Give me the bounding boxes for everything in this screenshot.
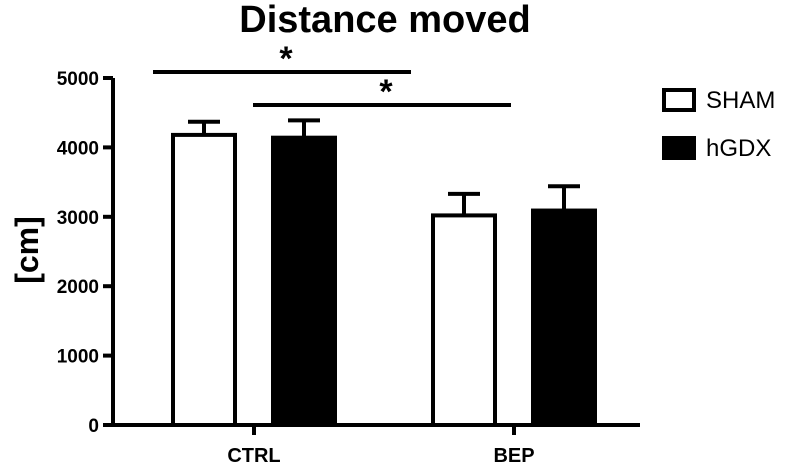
legend: SHAM hGDX [662, 87, 775, 162]
y-tick-label: 0 [88, 416, 99, 437]
x-tick-label: CTRL [227, 445, 280, 463]
significance-brackets: ** [153, 40, 511, 111]
bar-sham-bep [431, 213, 497, 427]
y-tick-label: 2000 [57, 277, 99, 298]
chart-title: Distance moved [239, 0, 530, 41]
legend-label-hgdx: hGDX [706, 135, 771, 162]
y-tick-label: 4000 [57, 138, 99, 159]
bar-hgdx-bep [531, 208, 597, 427]
y-tick-label: 3000 [57, 208, 99, 229]
bar-hgdx-ctrl [271, 135, 337, 428]
legend-swatch-hgdx [662, 136, 696, 160]
y-axis-label: [cm] [9, 216, 45, 284]
legend-label-sham: SHAM [706, 87, 775, 114]
x-tick-label: BEP [493, 445, 534, 463]
y-tick-label: 5000 [57, 69, 99, 90]
bars [171, 118, 597, 428]
bar-sham-ctrl [171, 132, 237, 428]
significance-star: * [379, 73, 393, 111]
y-tick-label: 1000 [57, 347, 99, 368]
legend-swatch-sham [662, 88, 696, 112]
significance-star: * [279, 40, 293, 78]
